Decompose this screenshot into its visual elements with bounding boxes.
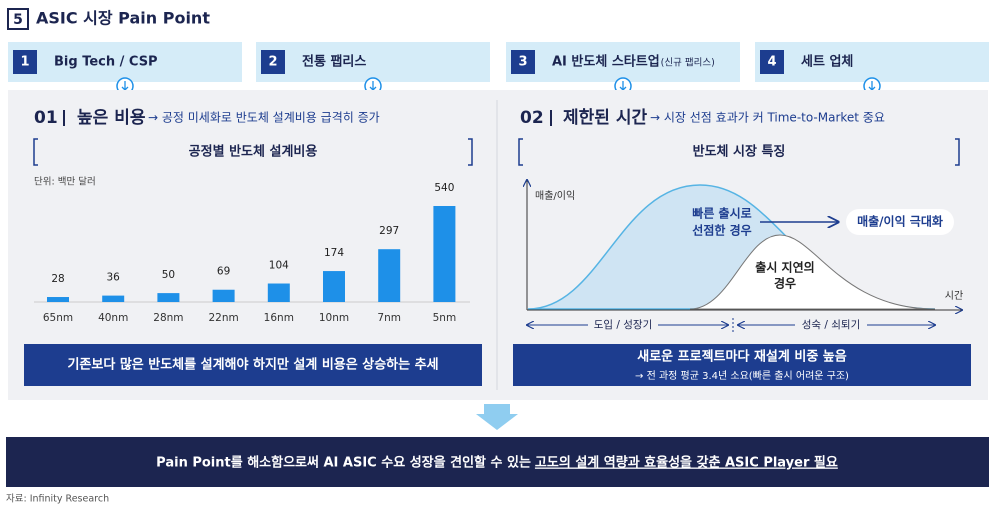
bar: [323, 271, 345, 302]
header-icon: [7, 8, 29, 30]
tab: [256, 42, 490, 82]
early-label: 빠른 출시로: [692, 206, 751, 221]
bar: [157, 293, 180, 302]
tab: [506, 42, 740, 82]
early-label: 선점한 경우: [692, 223, 751, 238]
source: 자료: Infinity Research: [6, 494, 109, 505]
header-icon-text: 5: [13, 12, 23, 28]
footer-emphasis: 고도의 설계 역량과 효율성을 갖춘 ASIC Player 필요: [535, 455, 838, 471]
section-subtitle: → 시장 선점 효과가 커 Time-to-Market 중요: [650, 111, 885, 125]
bar-chart: 65nm 28 40nm 36 28nm 50 22nm 69 16nm 104 10nm 174 7n…: [43, 182, 456, 324]
summary-box: [24, 344, 482, 386]
summary-text: 기존보다 많은 반도체를 설계해야 하지만 설계 비용은 상승하는 추세: [67, 357, 438, 373]
tab-label: 전통 팹리스: [302, 54, 366, 70]
bar: [267, 283, 290, 302]
tab-number: 3: [518, 55, 527, 70]
tab: [8, 42, 242, 82]
footer-bar: [6, 437, 989, 487]
bar: [378, 249, 401, 302]
late-label: 경우: [774, 277, 796, 291]
section-heading: 높은 비용: [77, 108, 146, 128]
x-tick-label: 22nm: [208, 312, 238, 324]
value-label: 174: [324, 247, 344, 259]
value-label: 28: [51, 273, 64, 285]
summary-box: [513, 344, 971, 386]
box-title: 공정별 반도체 설계비용: [189, 144, 318, 160]
tab-label: Big Tech / CSP: [54, 55, 158, 70]
x-tick-label: 16nm: [264, 312, 294, 324]
section-subtitle: → 공정 미세화로 반도체 설계비용 급격히 증가: [148, 111, 380, 125]
tabs: 1 Big Tech / CSP 2 전통 팹리스 3 AI 반도체 스타트업 (신규 팹리…: [8, 42, 989, 95]
footer-text: Pain Point를 해소함으로써 AI ASIC 수요 성장을 견인할 수 …: [156, 455, 531, 471]
section-heading: 제한된 시간: [563, 108, 647, 128]
bar: [47, 297, 69, 302]
header-title: ASIC 시장 Pain Point: [36, 9, 210, 28]
tab: [755, 42, 989, 82]
result-pill: [846, 209, 954, 235]
summary-note: → 전 과정 평균 3.4년 소요(빠른 출시 어려운 구조): [635, 370, 849, 382]
value-label: 104: [269, 260, 289, 272]
box-title: 반도체 시장 특징: [693, 144, 786, 160]
bracket: [33, 138, 473, 166]
late-curve: [689, 234, 936, 310]
x-tick-label: 40nm: [98, 312, 128, 324]
bar: [433, 206, 456, 302]
y-axis-label: 매출/이익: [535, 190, 575, 202]
value-label: 540: [434, 182, 454, 194]
flow-arrow: [476, 404, 518, 430]
tab-number: 1: [20, 55, 29, 70]
x-tick-label: 7nm: [377, 312, 401, 324]
tab-label: 세트 업체: [801, 55, 853, 70]
result-label: 매출/이익 극대화: [857, 214, 943, 229]
x-tick-label: 65nm: [43, 312, 73, 324]
value-label: 297: [379, 225, 399, 237]
phase-label: 도입 / 성장기: [594, 318, 653, 331]
tab-number: 4: [767, 55, 776, 70]
bracket: [518, 138, 960, 166]
phase-label: 성숙 / 쇠퇴기: [802, 319, 861, 331]
late-label: 출시 지연의: [755, 260, 814, 275]
value-label: 50: [162, 269, 175, 281]
bar: [102, 295, 125, 302]
phase-label-bg: [588, 318, 658, 332]
tab-number-bg: [511, 50, 535, 74]
phase-label-bg: [795, 318, 867, 332]
tab-number-bg: [760, 50, 784, 74]
value-label: 36: [107, 272, 121, 284]
tab-number-bg: [261, 50, 285, 74]
summary-text: 새로운 프로젝트마다 재설계 비중 높음: [637, 349, 847, 365]
x-tick-label: 28nm: [153, 312, 183, 324]
unit-label: 단위: 백만 달러: [34, 176, 96, 188]
x-tick-label: 10nm: [319, 312, 349, 324]
tab-number: 2: [268, 55, 277, 70]
tab-number-bg: [13, 50, 37, 74]
value-label: 69: [217, 266, 230, 278]
bar: [212, 289, 235, 302]
x-axis-label: 시간: [945, 290, 963, 302]
tab-label: AI 반도체 스타트업: [552, 54, 660, 70]
section-number: 01: [34, 108, 58, 128]
x-tick-label: 5nm: [433, 312, 457, 324]
tab-note: (신규 팹리스): [661, 58, 715, 69]
section-number: 02: [520, 108, 544, 128]
